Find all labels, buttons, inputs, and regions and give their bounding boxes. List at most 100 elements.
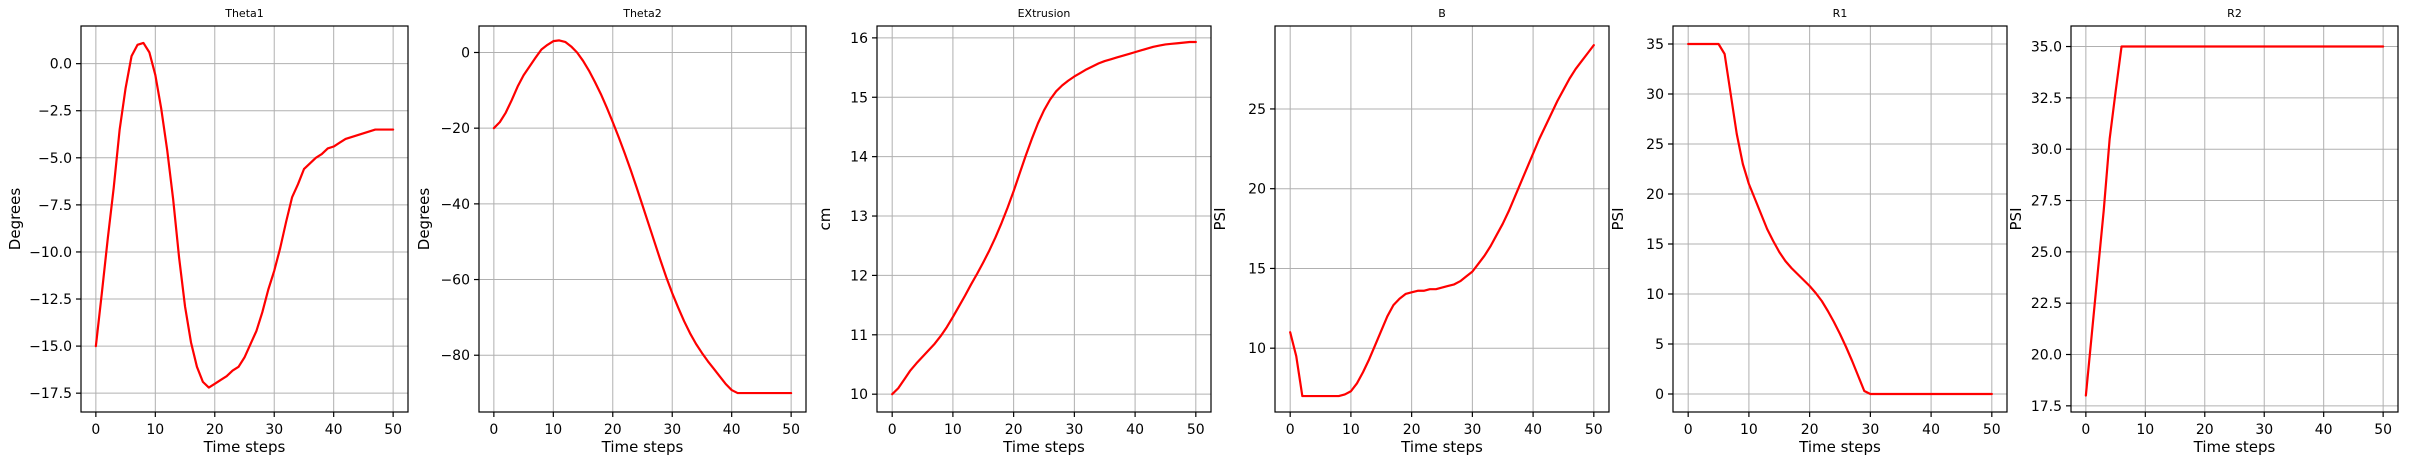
x-tick-label: 40: [1524, 422, 1542, 438]
subplot-title: B: [1438, 7, 1446, 20]
x-tick-label: 10: [146, 422, 164, 438]
y-tick-label: 30.0: [2031, 142, 2062, 158]
x-tick-label: 40: [1126, 422, 1144, 438]
y-tick-label: 0: [461, 45, 470, 61]
x-tick-label: 10: [544, 422, 562, 438]
y-axis-label: PSI: [1211, 208, 1229, 231]
y-tick-label: −15.0: [29, 339, 72, 355]
x-tick-label: 20: [1005, 422, 1023, 438]
x-tick-label: 30: [2255, 422, 2273, 438]
x-tick-label: 40: [1922, 422, 1940, 438]
subplot-title: Theta1: [224, 7, 264, 20]
x-axis-label: Time steps: [1002, 438, 1085, 456]
y-tick-label: 10: [1646, 287, 1664, 303]
x-tick-label: 10: [1740, 422, 1758, 438]
subplot-1: 0 10 20 30 40 50 0.0 −2.5 −5.0 −7.5 −10.0 −12.5 −15.…: [6, 7, 409, 456]
x-tick-label: 0: [1286, 422, 1295, 438]
plot-frame: [1672, 25, 2008, 413]
x-tick-label: 30: [663, 422, 681, 438]
y-tick-label: 15: [1248, 261, 1266, 277]
subplot-3: 0 10 20 30 40 50 10 11 12 13 14 15 16 EXtrusion Time s…: [816, 7, 1212, 456]
y-tick-label: 22.5: [2031, 296, 2062, 312]
plot-frame: [876, 25, 1212, 413]
y-tick-label: 16: [850, 31, 868, 47]
x-tick-label: 30: [1861, 422, 1879, 438]
series-line: [2084, 45, 2385, 397]
x-tick-label: 10: [944, 422, 962, 438]
x-tick-label: 10: [1342, 422, 1360, 438]
y-tick-label: 17.5: [2031, 399, 2062, 415]
subplot-title: R2: [2227, 7, 2242, 20]
x-tick-label: 0: [91, 422, 100, 438]
plot-frame: [1274, 25, 1610, 413]
plot-frame: [80, 25, 409, 413]
x-tick-label: 20: [1801, 422, 1819, 438]
y-tick-label: 27.5: [2031, 194, 2062, 210]
y-tick-label: 13: [850, 209, 868, 225]
y-tick-label: 20.0: [2031, 348, 2062, 364]
subplot-title: Theta2: [622, 7, 662, 20]
y-tick-label: −40: [440, 197, 470, 213]
x-tick-label: 50: [1585, 422, 1603, 438]
x-tick-label: 20: [2196, 422, 2214, 438]
y-tick-label: 25: [1646, 137, 1664, 153]
x-tick-label: 30: [1463, 422, 1481, 438]
series-line: [492, 39, 793, 395]
subplot-title: EXtrusion: [1018, 7, 1071, 20]
y-tick-label: 10: [850, 387, 868, 403]
x-tick-label: 30: [1065, 422, 1083, 438]
x-axis-label: Time steps: [601, 438, 684, 456]
subplot-title: R1: [1833, 7, 1848, 20]
y-tick-label: −20: [440, 121, 470, 137]
y-tick-label: −10.0: [29, 245, 72, 261]
x-axis-label: Time steps: [2193, 438, 2276, 456]
y-tick-label: 20: [1646, 187, 1664, 203]
x-tick-label: 50: [2374, 422, 2392, 438]
x-tick-label: 50: [384, 422, 402, 438]
x-tick-label: 50: [782, 422, 800, 438]
x-tick-label: 20: [1403, 422, 1421, 438]
y-tick-label: 35.0: [2031, 40, 2062, 56]
plot-frame: [478, 25, 807, 413]
y-tick-label: 0.0: [50, 57, 72, 73]
y-tick-label: −80: [440, 348, 470, 364]
y-tick-label: 12: [850, 268, 868, 284]
y-tick-label: 20: [1248, 182, 1266, 198]
y-tick-label: 35: [1646, 37, 1664, 53]
x-tick-label: 0: [888, 422, 897, 438]
y-tick-label: −17.5: [29, 386, 72, 402]
x-tick-label: 30: [265, 422, 283, 438]
x-axis-label: Time steps: [203, 438, 286, 456]
x-tick-label: 50: [1187, 422, 1205, 438]
y-tick-label: 30: [1646, 87, 1664, 103]
y-tick-label: −60: [440, 273, 470, 289]
y-axis-label: PSI: [2007, 208, 2025, 231]
series-line: [891, 40, 1197, 396]
y-axis-label: Degrees: [6, 188, 24, 251]
subplot-5: 0 10 20 30 40 50 0 5 10 15 20 25 30 35 R1 Time steps PSI: [1609, 7, 2008, 456]
y-axis-label: cm: [816, 208, 834, 231]
y-tick-label: 25.0: [2031, 245, 2062, 261]
y-tick-label: −7.5: [38, 198, 72, 214]
y-axis-label: Degrees: [415, 188, 433, 251]
x-tick-label: 40: [325, 422, 343, 438]
x-tick-label: 0: [2081, 422, 2090, 438]
y-tick-label: 32.5: [2031, 91, 2062, 107]
y-tick-label: 25: [1248, 102, 1266, 118]
y-tick-label: 15: [850, 90, 868, 106]
y-tick-label: 10: [1248, 341, 1266, 357]
y-axis-label: PSI: [1609, 208, 1627, 231]
y-tick-label: 11: [850, 328, 868, 344]
y-tick-label: 5: [1655, 337, 1664, 353]
series-line: [1687, 42, 1993, 396]
series-line: [94, 41, 395, 389]
y-tick-label: 0: [1655, 387, 1664, 403]
series-line: [1289, 44, 1595, 398]
x-tick-label: 0: [489, 422, 498, 438]
subplot-4: 0 10 20 30 40 50 10 15 20 25 B Time steps PSI: [1211, 7, 1610, 456]
x-tick-label: 40: [723, 422, 741, 438]
x-tick-label: 10: [2136, 422, 2154, 438]
y-tick-label: 14: [850, 150, 868, 166]
x-tick-label: 20: [604, 422, 622, 438]
